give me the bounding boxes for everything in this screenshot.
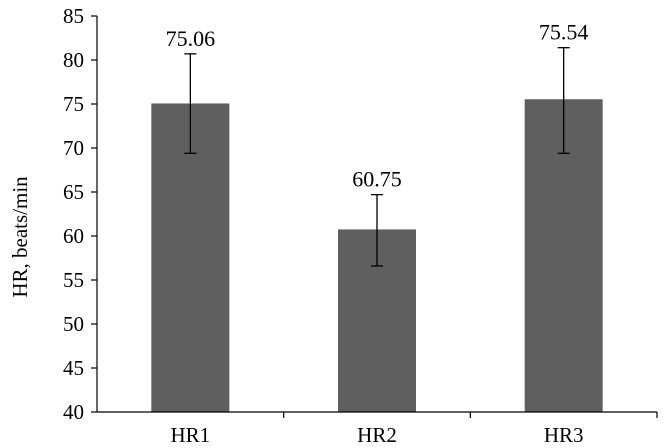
category-label-hr2: HR2 <box>357 423 397 447</box>
data-label-hr2: 60.75 <box>352 167 402 192</box>
y-axis-title: HR, beats/min <box>8 176 32 298</box>
category-labels-group: HR1 HR2 HR3 <box>170 423 583 447</box>
y-tick-label: 70 <box>63 136 84 160</box>
y-tick-label: 50 <box>63 312 84 336</box>
bars-group <box>151 99 603 413</box>
error-bars-group <box>184 47 570 267</box>
category-label-hr1: HR1 <box>170 423 210 447</box>
axes-group <box>96 16 658 418</box>
y-tick-label: 85 <box>63 4 84 28</box>
data-label-hr3: 75.54 <box>539 20 589 45</box>
y-tick-label: 80 <box>63 48 84 72</box>
y-tick-label: 60 <box>63 224 84 248</box>
data-labels-group: 75.06 60.75 75.54 <box>166 20 589 192</box>
y-axis-ticks: 40 45 50 55 60 65 70 75 80 85 <box>63 4 97 424</box>
data-label-hr1: 75.06 <box>166 26 216 51</box>
y-tick-label: 75 <box>63 92 84 116</box>
bar-hr1 <box>151 103 230 413</box>
y-tick-label: 45 <box>63 356 84 380</box>
category-label-hr3: HR3 <box>544 423 584 447</box>
y-tick-label: 40 <box>63 400 84 424</box>
y-tick-label: 65 <box>63 180 84 204</box>
y-tick-label: 55 <box>63 268 84 292</box>
